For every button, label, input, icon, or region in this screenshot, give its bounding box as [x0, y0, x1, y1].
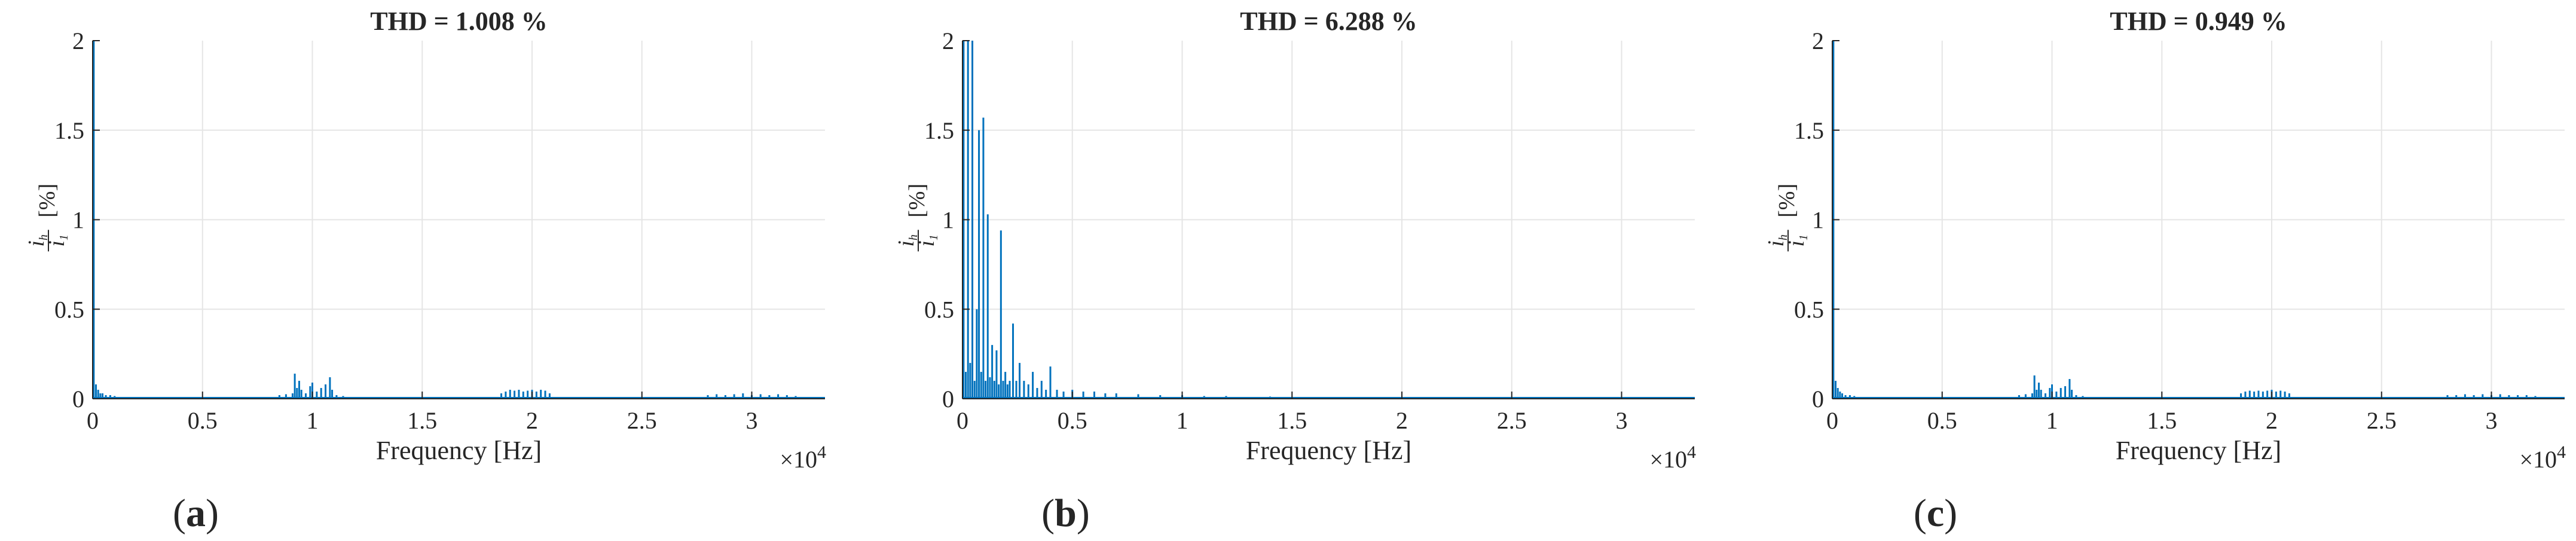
y-tick-label: 1.5 — [54, 117, 84, 144]
x-tick-label: 0 — [957, 407, 968, 434]
x-tick-label: 2 — [1396, 407, 1408, 434]
svg-text:i1: i1 — [914, 234, 940, 247]
svg-text:i1: i1 — [44, 234, 71, 247]
chart-title: THD = 1.008 % — [370, 7, 547, 36]
y-tick-label: 0.5 — [54, 296, 84, 323]
svg-text:ih: ih — [1764, 234, 1790, 247]
x-tick-label: 3 — [2486, 407, 2498, 434]
y-tick-label: 0 — [942, 386, 954, 412]
svg-text:[%]: [%] — [1774, 184, 1799, 218]
svg-text:ih: ih — [24, 234, 50, 247]
y-tick-label: 0.5 — [924, 296, 954, 323]
y-tick-label: 1.5 — [924, 117, 954, 144]
y-tick-label: 0 — [72, 386, 84, 412]
x-tick-label: 0 — [1826, 407, 1838, 434]
x-tick-label: 1 — [307, 407, 319, 434]
y-tick-label: 0.5 — [1794, 296, 1824, 323]
x-tick-label: 1 — [2046, 407, 2058, 434]
x-tick-label: 3 — [1616, 407, 1628, 434]
x-axis-multiplier: ×104 — [1649, 442, 1696, 473]
y-tick-label: 2 — [72, 27, 84, 54]
x-tick-label: 3 — [746, 407, 758, 434]
y-tick-label: 0 — [1812, 386, 1824, 412]
x-tick-label: 0 — [87, 407, 99, 434]
svg-text:i1: i1 — [1784, 234, 1810, 247]
x-tick-label: 1.5 — [407, 407, 437, 434]
x-tick-label: 2.5 — [2367, 407, 2397, 434]
x-tick-label: 2 — [2266, 407, 2278, 434]
x-axis-multiplier: ×104 — [2519, 442, 2566, 473]
chart-panel-b: 0 0.5 1 1.5 2 2.5 3 0 0.5 1 1.5 2 THD = 6.288 % Frequ… — [894, 7, 1696, 535]
y-tick-label: 2 — [1812, 27, 1824, 54]
y-tick-label: 1 — [942, 207, 954, 234]
x-tick-label: 2.5 — [1497, 407, 1527, 434]
y-tick-label: 1 — [1812, 207, 1824, 234]
x-axis-label: Frequency [Hz] — [376, 436, 542, 465]
svg-text:[%]: [%] — [904, 184, 930, 218]
x-tick-label: 0.5 — [188, 407, 218, 434]
y-tick-label: 1 — [72, 207, 84, 234]
x-tick-label: 1 — [1177, 407, 1188, 434]
y-tick-label: 1.5 — [1794, 117, 1824, 144]
x-axis-label: Frequency [Hz] — [2116, 436, 2281, 465]
x-tick-label: 1.5 — [2147, 407, 2177, 434]
chart-panel-c: 0 0.5 1 1.5 2 2.5 3 0 0.5 1 1.5 2 THD = 0.949 % Frequ… — [1764, 7, 2566, 535]
panel-label: (c) — [1914, 491, 1957, 535]
panel-label: (b) — [1041, 491, 1090, 535]
chart-title: THD = 0.949 % — [2110, 7, 2287, 36]
x-axis-multiplier: ×104 — [780, 442, 826, 473]
x-tick-label: 0.5 — [1058, 407, 1087, 434]
x-tick-label: 2.5 — [627, 407, 657, 434]
svg-text:[%]: [%] — [35, 184, 60, 218]
x-axis-label: Frequency [Hz] — [1246, 436, 1411, 465]
chart-panel-a: 0 0.5 1 1.5 2 2.5 3 0 0.5 1 1.5 2 THD = 1.008 % Frequ… — [24, 7, 826, 535]
x-tick-label: 2 — [526, 407, 538, 434]
chart-title: THD = 6.288 % — [1240, 7, 1417, 36]
x-tick-label: 0.5 — [1927, 407, 1957, 434]
panel-label: (a) — [173, 491, 219, 535]
y-tick-label: 2 — [942, 27, 954, 54]
x-tick-label: 1.5 — [1277, 407, 1307, 434]
svg-text:ih: ih — [894, 234, 920, 247]
